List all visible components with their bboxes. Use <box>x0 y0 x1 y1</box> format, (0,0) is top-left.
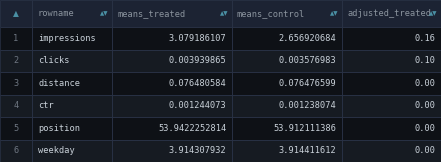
Text: 3: 3 <box>13 79 19 88</box>
Text: 3.914307932: 3.914307932 <box>168 146 226 155</box>
Text: 0.001244073: 0.001244073 <box>168 101 226 110</box>
Bar <box>32 95 112 117</box>
Text: 53.912111386: 53.912111386 <box>273 124 336 133</box>
Bar <box>0 95 32 117</box>
Text: 1: 1 <box>13 34 19 43</box>
Bar <box>32 139 112 162</box>
Bar <box>232 95 342 117</box>
Text: 0.001238074: 0.001238074 <box>279 101 336 110</box>
Text: clicks: clicks <box>38 56 70 65</box>
Text: means_treated: means_treated <box>118 9 186 18</box>
Bar <box>232 117 342 139</box>
Text: 0.003576983: 0.003576983 <box>279 56 336 65</box>
Bar <box>342 27 441 50</box>
Bar <box>232 27 342 50</box>
Text: ▲: ▲ <box>13 9 19 18</box>
Text: 3.079186107: 3.079186107 <box>168 34 226 43</box>
Text: ▲▼: ▲▼ <box>101 11 109 16</box>
Text: 0.10: 0.10 <box>415 56 436 65</box>
Bar <box>112 95 232 117</box>
Bar <box>32 27 112 50</box>
Bar <box>0 72 32 95</box>
Text: rowname: rowname <box>37 9 74 18</box>
Bar <box>342 117 441 139</box>
Bar <box>32 50 112 72</box>
Text: ▲▼: ▲▼ <box>330 11 338 16</box>
Text: 0.003939865: 0.003939865 <box>168 56 226 65</box>
Bar <box>232 139 342 162</box>
Text: 0.076476599: 0.076476599 <box>279 79 336 88</box>
Text: 0.00: 0.00 <box>415 146 436 155</box>
Text: 2: 2 <box>13 56 19 65</box>
Text: weekday: weekday <box>38 146 75 155</box>
Bar <box>32 72 112 95</box>
Bar <box>342 95 441 117</box>
Bar <box>112 0 232 27</box>
Text: 3.914411612: 3.914411612 <box>279 146 336 155</box>
Bar <box>0 0 32 27</box>
Text: 0.00: 0.00 <box>415 79 436 88</box>
Bar <box>112 72 232 95</box>
Bar <box>32 0 112 27</box>
Bar <box>342 0 441 27</box>
Bar <box>342 72 441 95</box>
Bar <box>0 117 32 139</box>
Bar <box>32 117 112 139</box>
Bar <box>232 72 342 95</box>
Bar <box>342 50 441 72</box>
Text: 0.16: 0.16 <box>415 34 436 43</box>
Bar <box>112 50 232 72</box>
Text: 0.076480584: 0.076480584 <box>168 79 226 88</box>
Bar <box>112 139 232 162</box>
Text: 2.656920684: 2.656920684 <box>279 34 336 43</box>
Text: position: position <box>38 124 80 133</box>
Bar <box>0 50 32 72</box>
Text: 0.00: 0.00 <box>415 124 436 133</box>
Bar <box>112 117 232 139</box>
Bar <box>0 139 32 162</box>
Text: 4: 4 <box>13 101 19 110</box>
Text: 6: 6 <box>13 146 19 155</box>
Text: 5: 5 <box>13 124 19 133</box>
Bar <box>112 27 232 50</box>
Bar <box>232 50 342 72</box>
Text: impressions: impressions <box>38 34 96 43</box>
Bar <box>342 139 441 162</box>
Bar <box>0 27 32 50</box>
Text: 53.9422252814: 53.9422252814 <box>158 124 226 133</box>
Bar <box>232 0 342 27</box>
Text: distance: distance <box>38 79 80 88</box>
Text: means_control: means_control <box>237 9 305 18</box>
Text: ▲▼: ▲▼ <box>220 11 228 16</box>
Text: ctr: ctr <box>38 101 54 110</box>
Text: adjusted_treated: adjusted_treated <box>347 9 431 18</box>
Text: 0.00: 0.00 <box>415 101 436 110</box>
Text: ▲▼: ▲▼ <box>429 11 437 16</box>
